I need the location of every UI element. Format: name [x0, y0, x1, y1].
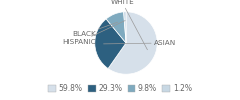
- Text: HISPANIC: HISPANIC: [62, 21, 125, 45]
- Wedge shape: [106, 12, 126, 43]
- Text: ASIAN: ASIAN: [103, 40, 176, 46]
- Wedge shape: [124, 12, 126, 43]
- Wedge shape: [108, 12, 157, 74]
- Text: BLACK: BLACK: [72, 22, 118, 37]
- Text: WHITE: WHITE: [110, 0, 147, 50]
- Legend: 59.8%, 29.3%, 9.8%, 1.2%: 59.8%, 29.3%, 9.8%, 1.2%: [45, 81, 195, 96]
- Wedge shape: [95, 19, 126, 68]
